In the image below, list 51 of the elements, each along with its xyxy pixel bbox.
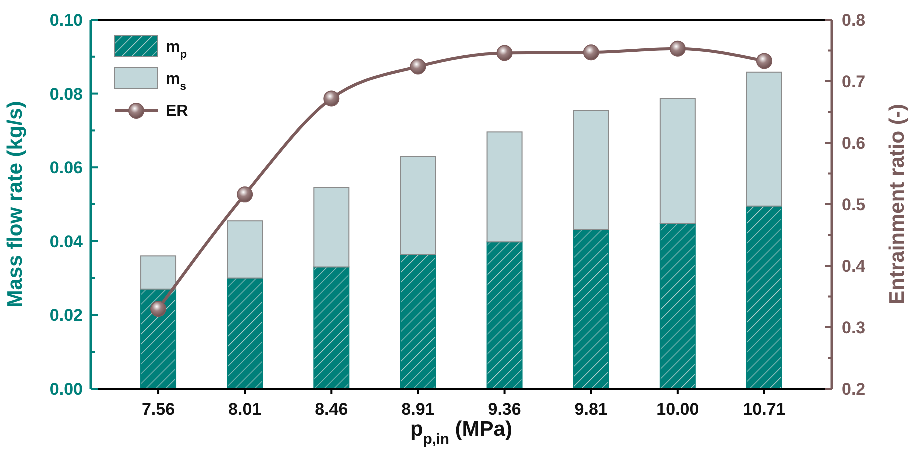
bar [486, 242, 523, 390]
x-tick-label: 8.46 [315, 400, 348, 419]
y2-axis-title: Entrainment ratio (-) [886, 104, 909, 305]
point [496, 45, 513, 62]
point [583, 44, 600, 61]
bar [314, 266, 350, 390]
y-tick-label: 0.08 [50, 84, 83, 104]
bar [573, 229, 610, 390]
bar [573, 110, 610, 230]
bar [140, 256, 177, 290]
y-axis-title: Mass flow rate (kg/s) [4, 101, 27, 308]
point [756, 53, 772, 70]
x-tick-label: 7.56 [142, 400, 176, 419]
bar [400, 156, 436, 256]
x-tick-label: 9.36 [488, 400, 522, 419]
y-tick-label: 0.00 [50, 380, 83, 399]
x-tick-label: 9.81 [574, 400, 608, 419]
y2-tick-label: 0.8 [842, 10, 866, 30]
y2-tick-label: 0.2 [842, 380, 866, 399]
point [237, 186, 254, 203]
bar [660, 98, 696, 224]
y2-tick-label: 0.5 [842, 195, 866, 214]
bar [140, 288, 177, 390]
y2-tick-label: 0.3 [842, 318, 866, 338]
bar [660, 223, 696, 390]
bar [400, 254, 436, 390]
y-tick-label: 0.04 [50, 232, 84, 252]
y2-tick-label: 0.7 [842, 72, 866, 92]
point [150, 301, 167, 318]
y2-tick-label: 0.4 [842, 256, 866, 276]
x-tick-label: 8.91 [402, 400, 435, 419]
bar [314, 187, 350, 268]
x-tick-label: 8.01 [228, 400, 262, 419]
bar [227, 220, 264, 279]
legend-label: ER [166, 103, 189, 120]
y-tick-label: 0.06 [50, 158, 83, 178]
bar [746, 206, 782, 390]
legend-label: m$_{s}$ [166, 71, 186, 93]
point [670, 40, 686, 57]
bar [227, 278, 264, 390]
y-tick-label: 0.02 [50, 306, 83, 326]
bar [486, 132, 523, 243]
x-axis-title: p$_{p,in}$ (MPa) [410, 418, 512, 448]
point [410, 58, 426, 75]
y-tick-label: 0.10 [50, 10, 83, 30]
bar [746, 72, 782, 207]
legend-label: m$_{p}$ [166, 39, 188, 61]
x-tick-label: 10.00 [656, 400, 700, 419]
x-tick-label: 10.71 [743, 400, 786, 419]
point [324, 90, 340, 107]
y2-tick-label: 0.6 [842, 134, 866, 153]
